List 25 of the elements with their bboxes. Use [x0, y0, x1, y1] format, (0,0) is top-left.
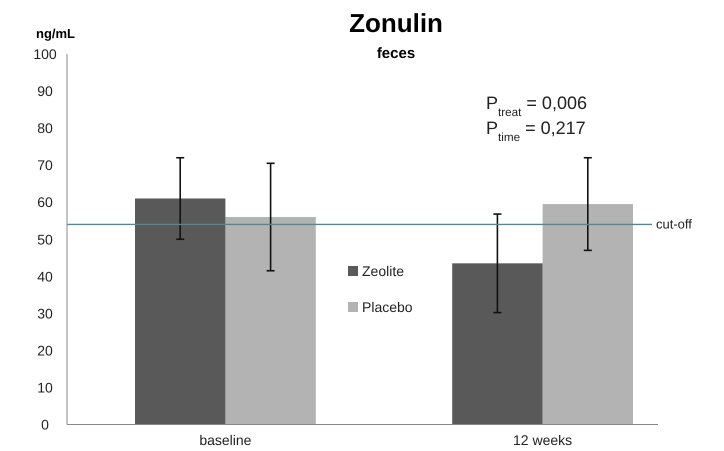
y-tick-label: 80 — [37, 120, 53, 136]
y-tick-label: 30 — [37, 305, 53, 322]
x-tick-label: 12 weeks — [513, 432, 572, 448]
bar — [135, 198, 226, 424]
bar — [225, 217, 316, 424]
chart-title: Zonulin — [349, 8, 443, 38]
legend-label: Placebo — [362, 299, 413, 315]
ref-line-label: cut-off — [656, 216, 692, 232]
chart-subtitle: feces — [376, 45, 416, 62]
bar — [452, 263, 543, 424]
y-tick-label: 10 — [37, 379, 53, 396]
y-tick-label: 60 — [37, 194, 53, 210]
annotation: P$_{treat}$ = 0,006 — [486, 93, 587, 118]
legend-label: Zeolite — [362, 263, 404, 279]
y-tick-label: 0 — [41, 416, 50, 432]
annotation: P$_{time}$ = 0,217 — [486, 118, 586, 144]
y-axis-title: ng/mL — [36, 26, 76, 41]
y-tick-label: 100 — [33, 46, 57, 62]
y-tick-label: 40 — [37, 268, 53, 284]
y-tick-label: 90 — [37, 83, 53, 100]
y-tick-label: 70 — [37, 157, 53, 174]
y-tick-label: 20 — [37, 342, 53, 358]
x-tick-label: baseline — [199, 432, 252, 448]
bar — [542, 204, 633, 424]
y-tick-label: 50 — [37, 231, 53, 248]
